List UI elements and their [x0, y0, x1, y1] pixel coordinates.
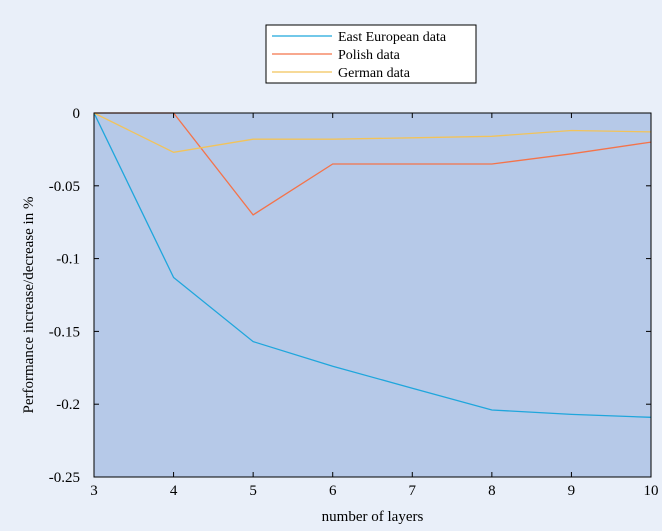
series-line-3	[93, 112, 652, 153]
x-axis-ticks: 3 4 5 6 7 8 9 10	[90, 113, 659, 499]
x-tick-label: 4	[170, 483, 178, 499]
x-axis-label: number of layers	[322, 509, 424, 525]
y-tick-label: -0.1	[56, 252, 80, 268]
y-tick-label: -0.15	[49, 324, 80, 340]
y-tick-label: -0.25	[49, 470, 80, 486]
x-tick-label: 6	[329, 483, 337, 499]
plot-area	[94, 113, 651, 477]
series-line-2	[94, 112, 652, 216]
x-tick-label: 5	[249, 483, 257, 499]
plot-frame	[93, 112, 652, 478]
legend: East European data Polish data German data	[265, 24, 477, 84]
x-tick-label: 3	[90, 483, 98, 499]
y-axis-ticks: 0 -0.05 -0.1 -0.15 -0.2 -0.25	[49, 106, 651, 486]
x-tick-label: 7	[409, 483, 417, 499]
y-tick-label: 0	[73, 106, 81, 122]
x-tick-label: 10	[644, 483, 659, 499]
y-tick-label: -0.2	[56, 397, 80, 413]
y-axis-label: Performance increase/decrease in %	[21, 197, 37, 414]
series-layer	[93, 112, 652, 418]
legend-label-1: East European data	[338, 30, 447, 45]
x-tick-label: 8	[488, 483, 496, 499]
legend-label-3: German data	[338, 66, 411, 81]
legend-label-2: Polish data	[338, 48, 401, 63]
x-tick-label: 9	[568, 483, 576, 499]
series-line-1	[93, 112, 652, 418]
y-tick-label: -0.05	[49, 179, 80, 195]
